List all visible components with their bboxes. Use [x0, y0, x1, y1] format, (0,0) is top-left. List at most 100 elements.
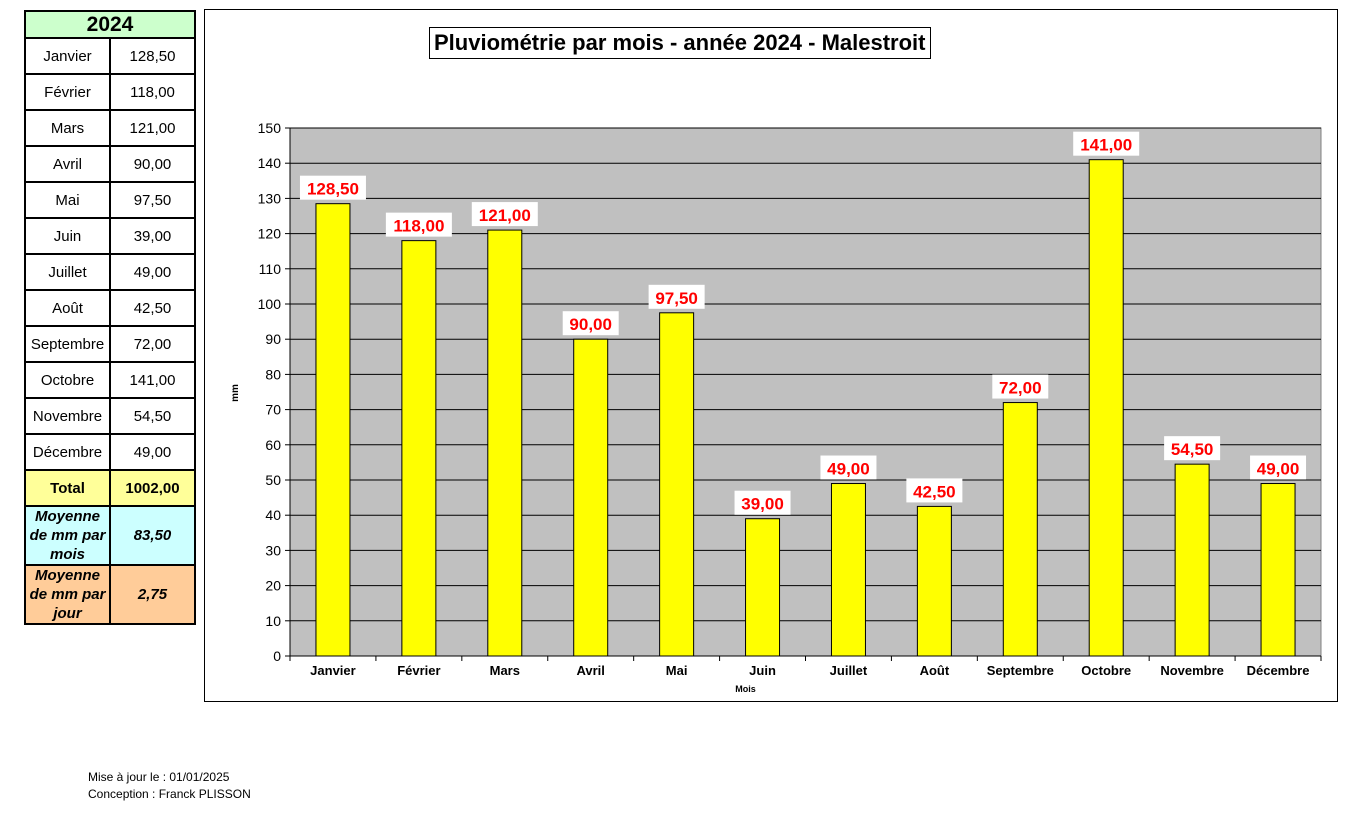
- data-label: 118,00: [393, 217, 444, 236]
- x-tick-label: Avril: [576, 663, 604, 678]
- data-label: 90,00: [569, 315, 612, 334]
- rainfall-value-cell: 97,50: [109, 181, 196, 219]
- table-row: Octobre 141,00: [24, 361, 196, 399]
- y-tick-label: 80: [265, 366, 281, 382]
- x-tick-label: Janvier: [310, 663, 356, 678]
- data-label-background: [1073, 131, 1140, 156]
- total-row-value: 1002,00: [109, 469, 196, 507]
- bar: [573, 338, 609, 657]
- y-tick-label: 100: [258, 296, 282, 312]
- data-label: 121,00: [479, 206, 531, 225]
- data-label: 128,50: [307, 180, 359, 199]
- table-row: Mars 121,00: [24, 109, 196, 147]
- data-label: 141,00: [1080, 136, 1132, 155]
- rainfall-bar-chart: 0 10 20 30 40 50 60 70 80 90 100 110 120 130 140 150 128…: [230, 120, 1322, 694]
- data-label: 54,50: [1171, 440, 1214, 459]
- x-tick-label: Novembre: [1160, 663, 1224, 678]
- x-tick-label: Décembre: [1247, 663, 1310, 678]
- data-label: 72,00: [999, 379, 1042, 398]
- rainfall-value-cell: 72,00: [109, 325, 196, 363]
- table-row: Mai 97,50: [24, 181, 196, 219]
- x-tick-label: Juin: [749, 663, 776, 678]
- y-tick-label: 60: [265, 437, 281, 453]
- y-tick-label: 90: [265, 331, 281, 347]
- table-row: Septembre 72,00: [24, 325, 196, 363]
- bar: [1002, 402, 1038, 657]
- data-label-background: [992, 374, 1049, 399]
- x-tick-label: Octobre: [1081, 663, 1131, 678]
- rainfall-value-cell: 54,50: [109, 397, 196, 435]
- y-tick-label: 50: [265, 472, 281, 488]
- rainfall-value-cell: 121,00: [109, 109, 196, 147]
- table-year-header: 2024: [24, 10, 196, 39]
- month-cell: Décembre: [24, 433, 111, 471]
- chart-frame: 0 10 20 30 40 50 60 70 80 90 100 110 120 130 140 150 128…: [204, 9, 1338, 702]
- month-cell: Septembre: [24, 325, 111, 363]
- month-cell: Juin: [24, 217, 111, 255]
- x-tick-label: Février: [397, 663, 440, 678]
- rainfall-value-cell: 49,00: [109, 253, 196, 291]
- data-label: 49,00: [827, 460, 870, 479]
- rainfall-value-cell: 118,00: [109, 73, 196, 111]
- average-per-day-row-value: 2,75: [109, 564, 196, 625]
- average-per-month-row-value: 83,50: [109, 505, 196, 566]
- bar: [401, 240, 437, 657]
- average-per-day-row-label: Moyenne de mm par jour: [24, 564, 111, 625]
- bar: [487, 229, 523, 657]
- y-tick-label: 20: [265, 578, 281, 594]
- table-row: Février 118,00: [24, 73, 196, 111]
- data-label-background: [1164, 436, 1221, 461]
- month-cell: Juillet: [24, 253, 111, 291]
- month-cell: Octobre: [24, 361, 111, 399]
- data-label-background: [1250, 455, 1307, 480]
- average-per-day-row: Moyenne de mm par jour 2,75: [24, 564, 196, 625]
- data-label-background: [648, 284, 705, 309]
- monthly-rainfall-table: 2024 Janvier 128,50 Février 118,00 Mars 121,0…: [24, 10, 196, 625]
- y-tick-label: 30: [265, 542, 281, 558]
- month-cell: Février: [24, 73, 111, 111]
- rainfall-value-cell: 128,50: [109, 37, 196, 75]
- month-cell: Août: [24, 289, 111, 327]
- total-row: Total 1002,00: [24, 469, 196, 507]
- table-row: Avril 90,00: [24, 145, 196, 183]
- x-tick-label: Mai: [666, 663, 688, 678]
- y-tick-label: 140: [258, 155, 282, 171]
- table-row: Juillet 49,00: [24, 253, 196, 291]
- y-tick-label: 40: [265, 507, 281, 523]
- rainfall-value-cell: 39,00: [109, 217, 196, 255]
- rainfall-value-cell: 141,00: [109, 361, 196, 399]
- bar: [315, 203, 351, 657]
- footer-author: Conception : Franck PLISSON: [88, 787, 251, 801]
- x-tick-label: Mars: [490, 663, 520, 678]
- y-tick-label: 10: [265, 613, 281, 629]
- bar: [745, 518, 781, 657]
- data-label-background: [471, 202, 538, 227]
- bar: [1088, 159, 1124, 657]
- total-row-label: Total: [24, 469, 111, 507]
- month-cell: Janvier: [24, 37, 111, 75]
- rainfall-value-cell: 49,00: [109, 433, 196, 471]
- data-label: 42,50: [913, 482, 956, 501]
- month-cell: Mars: [24, 109, 111, 147]
- table-row: Juin 39,00: [24, 217, 196, 255]
- bar: [916, 505, 952, 657]
- x-axis-label: Mois: [735, 684, 756, 694]
- data-label-background: [299, 175, 366, 200]
- month-cell: Avril: [24, 145, 111, 183]
- rainfall-value-cell: 42,50: [109, 289, 196, 327]
- x-tick-label: Septembre: [987, 663, 1054, 678]
- y-tick-label: 110: [259, 261, 282, 277]
- data-label: 49,00: [1257, 460, 1300, 479]
- table-row: Décembre 49,00: [24, 433, 196, 471]
- footer-updated: Mise à jour le : 01/01/2025: [88, 770, 230, 784]
- y-tick-label: 150: [258, 120, 282, 136]
- data-label: 97,50: [655, 289, 698, 308]
- bar: [1260, 483, 1296, 657]
- y-tick-label: 70: [265, 402, 281, 418]
- bar: [830, 483, 866, 657]
- y-tick-label: 130: [258, 190, 282, 206]
- table-row: Novembre 54,50: [24, 397, 196, 435]
- x-tick-label: Août: [920, 663, 950, 678]
- bar: [659, 312, 695, 657]
- table-row: Août 42,50: [24, 289, 196, 327]
